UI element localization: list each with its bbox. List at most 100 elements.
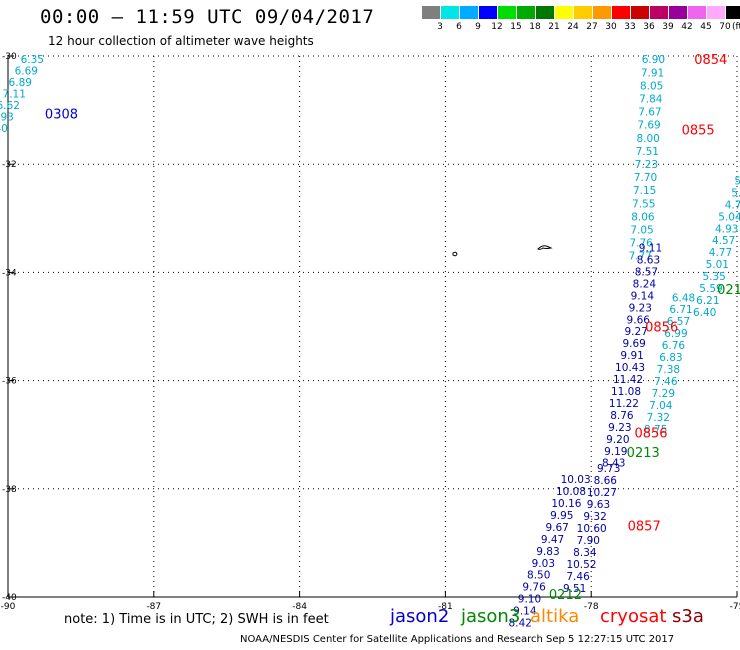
wave-height-value: 5. (734, 175, 740, 187)
legend-label: 42 (681, 22, 693, 32)
lat-tick-label: -38 (2, 485, 17, 495)
wave-height-value: 9.66 (627, 314, 651, 326)
legend-swatch (517, 6, 536, 19)
credit-footer: NOAA/NESDIS Center for Satellite Applica… (240, 634, 675, 645)
lon-tick-label: -87 (146, 602, 161, 612)
legend-swatch (669, 6, 688, 19)
map-axes: -30 -32 -34 -36 -38 -40-90 -87 -84 -81 -78 -75 (1, 52, 740, 612)
wave-height-value: 6.62 (0, 100, 20, 112)
wave-height-value: 9.03 (532, 558, 555, 570)
legend-swatch (593, 6, 612, 19)
wave-height-value: 6.83 (659, 352, 682, 364)
wave-height-value: 8.63 (637, 254, 660, 266)
track-cryosat-cyan-upper: 6.907.918.05 7.847.677.698.007.517.237.70… (629, 54, 666, 262)
track-0213-upper: 5.5.4.75.044.934.574.775.015.355.596.216… (693, 175, 740, 319)
island-left (452, 251, 458, 257)
wave-height-value: 8.42 (509, 618, 532, 630)
wave-height-value: 8.75 (644, 424, 667, 436)
wave-height-value: 6.69 (15, 66, 38, 78)
pass-time-label: 021 (717, 283, 740, 298)
satellite-cryosat-label: cryosat (600, 606, 667, 627)
wave-height-value: 7.23 (635, 159, 658, 171)
legend-unit: (ft) (732, 22, 740, 32)
wave-height-value: 7.84 (639, 94, 663, 106)
wave-height-value: 7.29 (652, 388, 675, 400)
wave-height-value: 9.51 (563, 583, 586, 595)
legend-label: 36 (643, 22, 655, 32)
lat-tick-label: -30 (2, 52, 17, 62)
wave-height-value: 7.70 (634, 172, 657, 184)
wave-height-value: 9.73 (597, 463, 620, 475)
legend-label: 21 (548, 22, 560, 32)
legend-swatch (479, 6, 498, 19)
wave-height-value: 7.91 (641, 67, 664, 79)
units-note: note: 1) Time is in UTC; 2) SWH is in fe… (64, 612, 329, 627)
wave-height-value: 11.08 (611, 386, 641, 398)
wave-height-value: 11.42 (613, 374, 643, 386)
legend-swatch (631, 6, 650, 19)
island-right (537, 245, 553, 250)
pass-time-label: 0855 (682, 124, 715, 139)
wave-height-value: 8.00 (636, 133, 659, 145)
wave-height-value: 6.71 (669, 304, 692, 316)
wave-height-value: 7.77 (629, 251, 652, 263)
wave-height-value: 9.47 (541, 534, 564, 546)
wave-height-value: 5.35 (702, 271, 725, 283)
wave-height-value: 7.15 (633, 185, 656, 197)
wave-height-value: 10.43 (615, 362, 645, 374)
legend-label: 39 (662, 22, 674, 32)
legend-label: 18 (529, 22, 541, 32)
track-0308-cyan: 6.356.696.897.116.626.938.40 (0, 54, 44, 135)
wave-height-value: 9.32 (583, 511, 606, 523)
legend-label: 3 (437, 22, 443, 32)
wave-height-value: 8.66 (594, 475, 618, 487)
satellite-s3a-label: s3a (672, 606, 704, 627)
wave-height-value: 7.55 (632, 198, 655, 210)
legend-label: 30 (605, 22, 617, 32)
wave-height-value: 9.14 (513, 606, 537, 618)
wave-height-value: 5.01 (706, 259, 729, 271)
lon-tick-label: -90 (1, 602, 16, 612)
lon-tick-label: -75 (730, 602, 740, 612)
wave-height-value: 9.69 (622, 338, 645, 350)
wave-height-value: 7.11 (3, 89, 26, 101)
lat-tick-label: -34 (2, 268, 17, 278)
wave-height-value: 7.46 (654, 376, 678, 388)
wave-height-value: 10.52 (566, 559, 596, 571)
wave-height-value: 7.05 (630, 224, 653, 236)
legend-label: 24 (567, 22, 579, 32)
legend-swatch (441, 6, 460, 19)
lon-tick-label: -78 (584, 602, 599, 612)
wave-height-value: 7.04 (649, 400, 673, 412)
wave-height-value: 4.7 (725, 199, 740, 211)
wave-height-value: 8.05 (640, 80, 663, 92)
lat-tick-label: -40 (2, 593, 17, 603)
wave-height-value: 6.35 (21, 54, 44, 66)
legend-swatch (650, 6, 669, 19)
wave-height-value: 9.14 (631, 290, 655, 302)
satellite-jason3-label: jason3 (461, 606, 521, 627)
pass-time-label: 0856 (645, 321, 678, 336)
legend-swatch (498, 6, 517, 19)
legend-label: 15 (510, 22, 522, 32)
wave-height-value: 6.89 (9, 77, 32, 89)
pass-time-label: 0213 (627, 446, 660, 461)
wave-height-value: 7.46 (566, 571, 590, 583)
wave-height-value: 7.51 (636, 146, 659, 158)
wave-height-value: 9.91 (620, 350, 643, 362)
legend-swatch (422, 6, 441, 19)
legend-label: 45 (700, 22, 712, 32)
wave-height-value: 9.67 (545, 522, 568, 534)
wave-height-value: 11.22 (609, 398, 639, 410)
lon-tick-label: -81 (438, 602, 453, 612)
wave-height-value: 4.93 (715, 223, 738, 235)
wave-height-value: 9.83 (536, 546, 559, 558)
legend-label: 27 (586, 22, 598, 32)
pass-time-label: 0308 (45, 107, 78, 122)
wave-height-value: 6.21 (696, 295, 719, 307)
pass-time-label: 0212 (549, 588, 582, 603)
wave-height-value: 8.24 (633, 278, 657, 290)
wave-height-value: 10.60 (577, 523, 607, 535)
